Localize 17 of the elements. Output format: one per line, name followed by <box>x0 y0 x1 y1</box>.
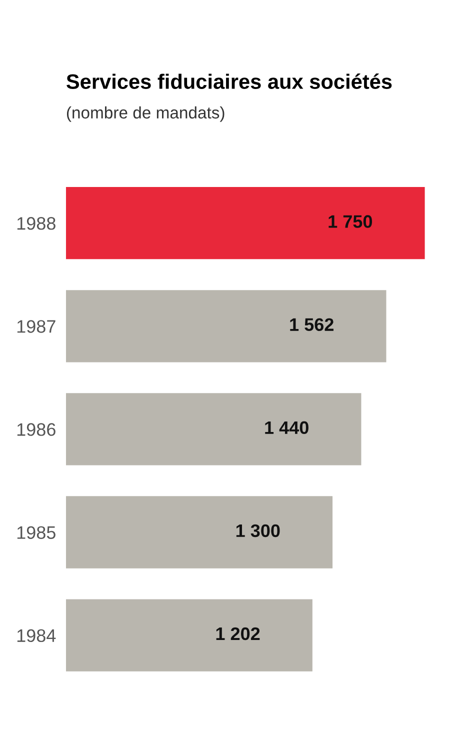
chart-subtitle: (nombre de mandats) <box>66 106 224 122</box>
data-label: 1 562 <box>290 318 334 331</box>
data-label: 1 300 <box>236 524 280 538</box>
y-tick-label: 1988 <box>17 217 56 230</box>
bar <box>66 393 362 466</box>
data-label: 1 750 <box>328 215 372 228</box>
bar <box>66 187 425 260</box>
y-tick-label: 1985 <box>17 526 56 539</box>
chart-title: Services fiduciaires aux sociétés <box>66 74 392 90</box>
bar <box>66 290 386 362</box>
data-label: 1 202 <box>216 627 260 640</box>
y-tick-label: 1986 <box>17 423 56 436</box>
data-label: 1 440 <box>265 421 308 434</box>
y-tick-label: 1987 <box>17 320 56 333</box>
y-tick-label: 1984 <box>17 629 56 642</box>
bar <box>66 599 312 672</box>
bar <box>66 496 333 568</box>
